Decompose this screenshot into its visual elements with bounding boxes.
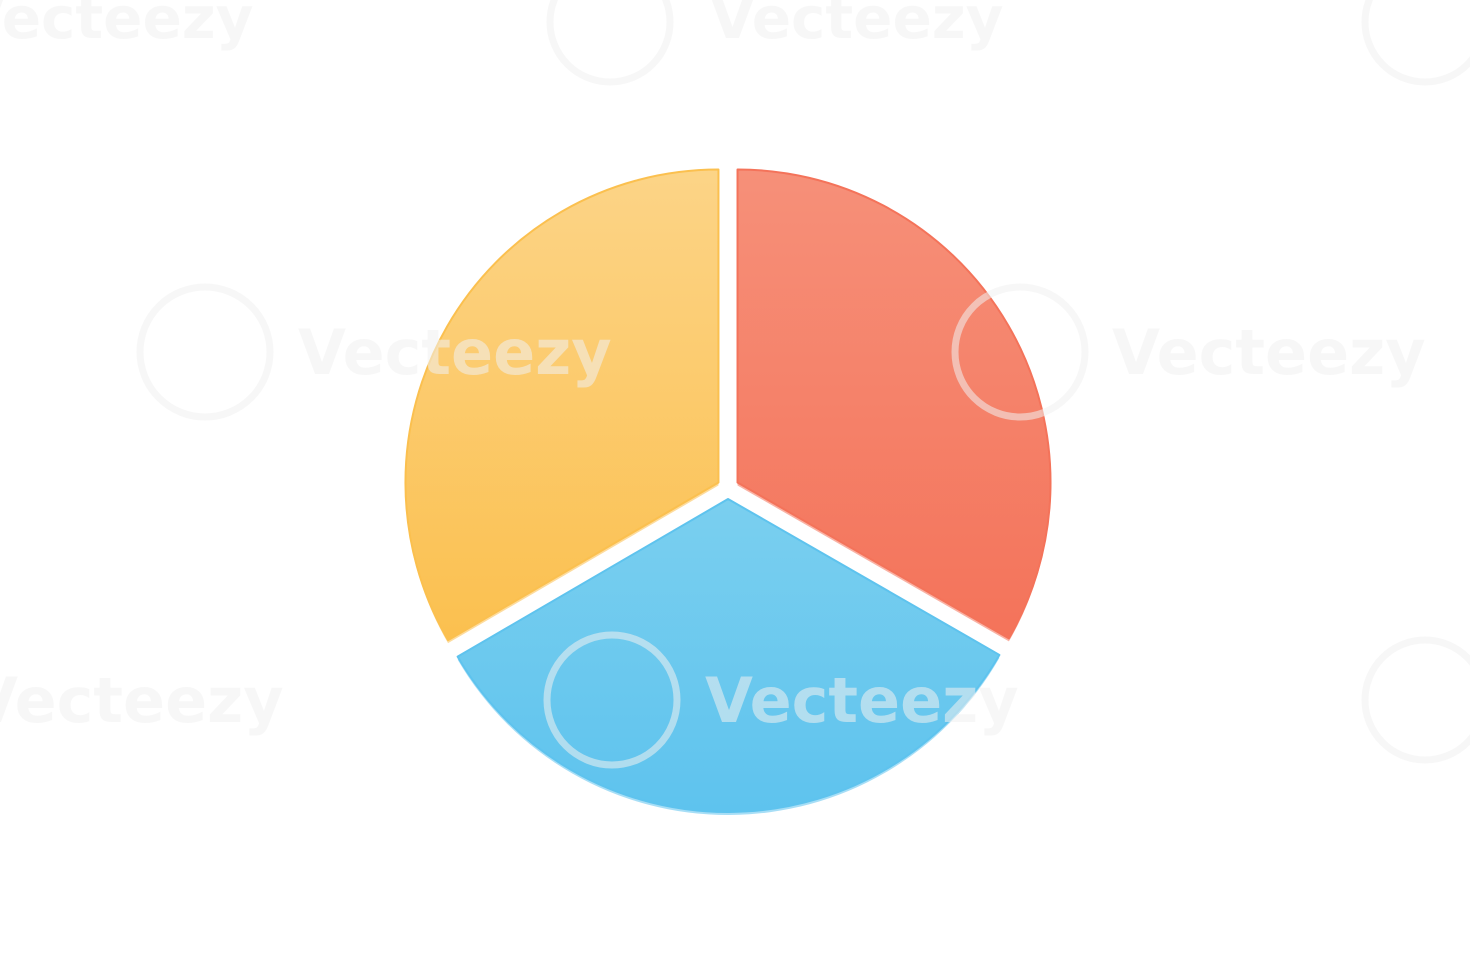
pie-slices (404, 168, 1052, 815)
vecteezy-logo-icon (1361, 636, 1470, 764)
watermark: Vecteezy Vecteezy Vecteezy Vecteezy Vecteezy… (0, 0, 1470, 765)
pie-slice-1 (736, 168, 1052, 640)
pie-slice-2 (456, 498, 1001, 813)
pie-slice-3 (404, 168, 720, 642)
watermark-text: Vecteezy (705, 664, 1019, 737)
vecteezy-logo-icon (543, 631, 681, 769)
vecteezy-logo-icon (951, 283, 1089, 421)
watermark-text: Vecteezy (0, 0, 253, 52)
watermark-text: Vecteezy (0, 664, 284, 737)
watermark-text: Vecteezy (1112, 316, 1426, 389)
watermark-text: Vecteezy (710, 0, 1003, 52)
watermark-text: Vecteezy (298, 316, 612, 389)
vecteezy-logo-icon (136, 283, 274, 421)
vecteezy-logo-icon (546, 0, 674, 86)
vecteezy-logo-icon (1361, 0, 1470, 86)
